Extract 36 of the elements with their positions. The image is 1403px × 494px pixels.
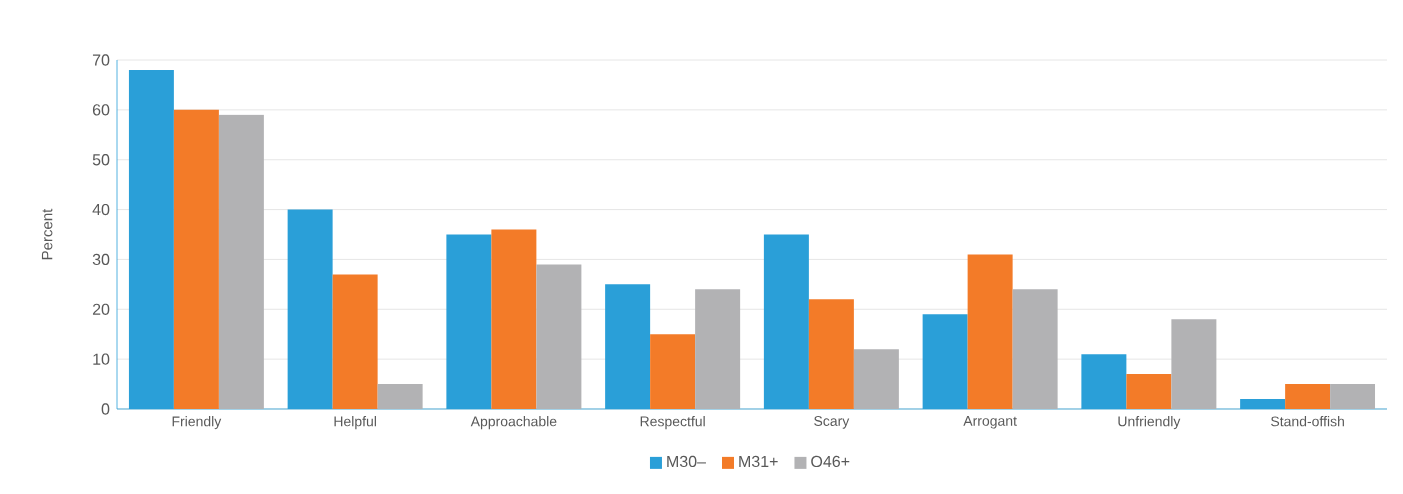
y-tick-label: 50 bbox=[92, 154, 110, 166]
x-tick-label: Scary bbox=[814, 416, 850, 429]
y-tick-label: 30 bbox=[92, 253, 110, 266]
legend-label: M30– bbox=[667, 455, 706, 468]
x-tick-label: Unfriendly bbox=[1118, 416, 1181, 430]
bar bbox=[536, 264, 582, 409]
bar bbox=[695, 289, 741, 409]
bar bbox=[1285, 384, 1331, 409]
legend-label: O46+ bbox=[811, 455, 850, 468]
bar bbox=[1012, 289, 1058, 409]
legend-label: M31+ bbox=[739, 455, 778, 468]
x-tick-label: Friendly bbox=[172, 416, 222, 430]
x-tick-label: Approachable bbox=[470, 416, 557, 430]
y-axis-title: Percent bbox=[41, 208, 53, 260]
bar bbox=[1126, 374, 1172, 409]
x-tick-label: Stand-offish bbox=[1271, 416, 1344, 427]
y-tick-label: 70 bbox=[92, 54, 110, 66]
x-tick-label: Helpful bbox=[334, 416, 376, 430]
y-tick-label: 10 bbox=[93, 353, 110, 365]
y-tick-label: 40 bbox=[92, 203, 110, 216]
bar bbox=[808, 299, 854, 409]
bar bbox=[377, 384, 423, 409]
bar bbox=[1330, 384, 1376, 409]
y-tick-label: 0 bbox=[101, 403, 110, 415]
y-tick-label: 20 bbox=[92, 303, 110, 315]
x-tick-label: Arrogant bbox=[963, 416, 1017, 429]
bar bbox=[967, 254, 1013, 409]
x-tick-label: Respectful bbox=[640, 416, 705, 430]
bar bbox=[491, 229, 537, 409]
bar bbox=[332, 274, 378, 409]
bar bbox=[1171, 319, 1217, 409]
bar bbox=[173, 109, 219, 409]
y-tick-label: 60 bbox=[92, 104, 110, 116]
bar bbox=[650, 334, 696, 409]
bar bbox=[853, 349, 899, 409]
bar bbox=[218, 114, 264, 409]
